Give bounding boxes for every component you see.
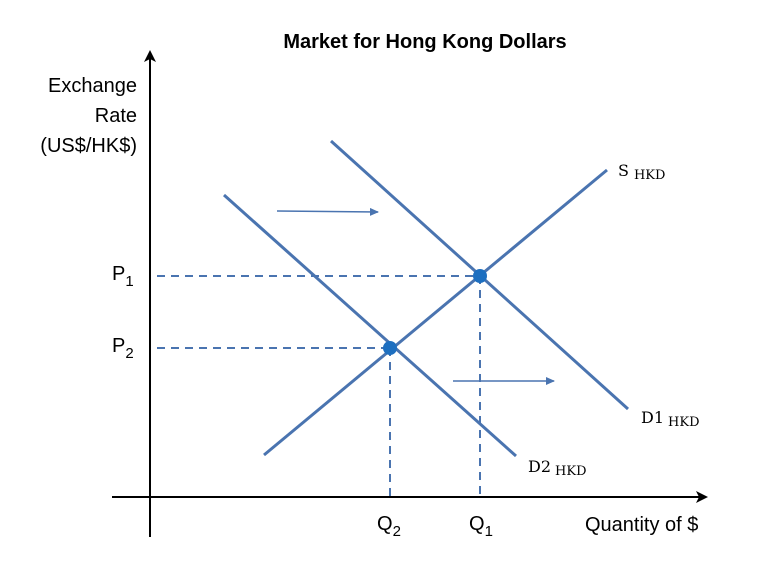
demand-shift-arrow-upper: [276, 207, 379, 216]
price-label-p1: P1: [112, 263, 134, 290]
y-axis-label-line-2: Rate: [95, 105, 137, 127]
equilibrium-point-2: [383, 341, 397, 355]
price-label-p2: P2: [112, 335, 134, 362]
equilibrium-point-1: [473, 269, 487, 283]
chart-title: Market for Hong Kong Dollars: [283, 31, 566, 53]
demand2-label: D2 HKD: [528, 457, 587, 479]
quantity-label-q1: Q1: [469, 513, 493, 540]
demand1-label: D1 HKD: [641, 408, 700, 430]
y-axis-label-line-1: Exchange: [48, 75, 137, 97]
supply-curve: [263, 168, 608, 457]
quantity-label-q2: Q2: [377, 513, 401, 540]
demand2-curve: [223, 193, 517, 458]
x-axis-label: Quantity of $: [585, 514, 698, 536]
y-axis-label-line-3: (US$/HK$): [40, 135, 137, 157]
supply-label: S HKD: [618, 161, 665, 183]
